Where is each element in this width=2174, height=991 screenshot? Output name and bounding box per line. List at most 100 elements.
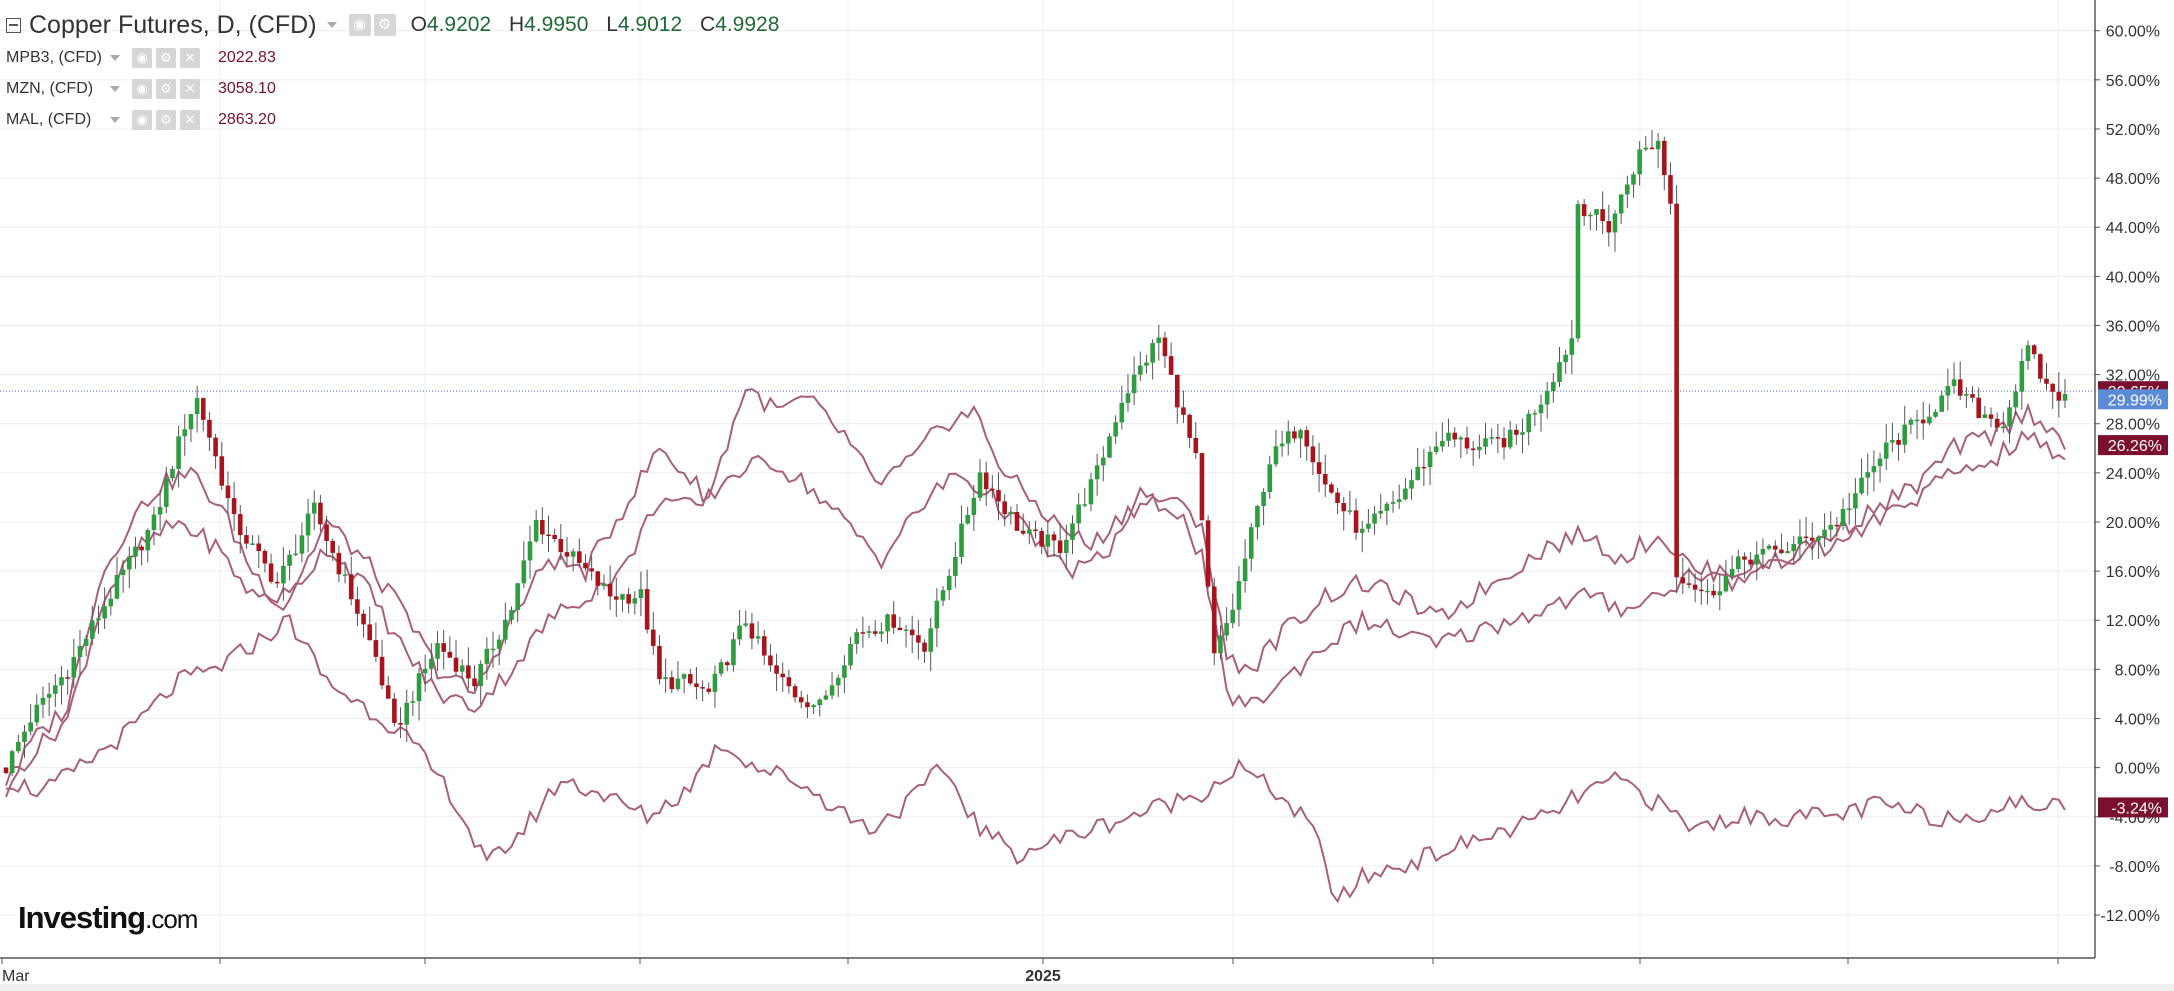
candle-body <box>1366 523 1371 529</box>
logo-suffix: .com <box>145 904 198 934</box>
candle-body <box>1581 204 1587 217</box>
candle-body <box>761 636 767 656</box>
candle-body <box>1144 362 1149 366</box>
candle-body <box>1840 509 1846 527</box>
visibility-icon[interactable]: ◉ <box>132 109 152 130</box>
y-tick-label: 60.00% <box>2106 24 2160 41</box>
chevron-down-icon[interactable] <box>326 22 337 28</box>
candle-body <box>1446 432 1451 441</box>
candle-body <box>1859 477 1864 494</box>
candle-body <box>1014 511 1020 531</box>
candle-body <box>46 693 52 698</box>
candle-body <box>521 560 527 584</box>
candle-body <box>299 535 305 554</box>
candle-body <box>151 514 157 531</box>
candle-body <box>965 514 970 524</box>
candle-body <box>355 599 360 614</box>
candle-body <box>1711 590 1716 596</box>
candle-body <box>706 688 712 692</box>
candle-body <box>509 610 514 620</box>
comparison-series-line <box>5 388 2066 798</box>
value-badge-label: 29.99% <box>2108 392 2162 409</box>
candle-body <box>133 546 138 557</box>
settings-icon[interactable]: ⚙ <box>156 47 176 68</box>
low-value: 4.9012 <box>617 13 683 36</box>
candle-body <box>1890 439 1895 443</box>
candle-body <box>1883 442 1889 459</box>
candle-body <box>1181 407 1186 415</box>
candle-body <box>163 478 169 508</box>
y-tick-label: 48.00% <box>2106 171 2160 188</box>
candle-body <box>805 702 810 708</box>
comparison-label[interactable]: MPB3, (CFD) <box>6 48 102 66</box>
instrument-title[interactable]: Copper Futures, D, (CFD) <box>29 10 317 39</box>
candle-body <box>65 677 70 679</box>
close-key: C <box>700 13 716 36</box>
candle-body <box>1489 437 1494 439</box>
visibility-icon[interactable]: ◉ <box>132 47 152 68</box>
comparison-label[interactable]: MZN, (CFD) <box>6 79 94 97</box>
candle-body <box>1698 589 1704 592</box>
candle-body <box>614 596 619 600</box>
y-tick-label: 24.00% <box>2106 466 2160 483</box>
candle-body <box>1686 583 1692 585</box>
settings-icon[interactable]: ⚙ <box>156 109 176 130</box>
candle-body <box>626 594 631 604</box>
y-tick-label: 0.00% <box>2115 761 2160 778</box>
y-tick-label: 20.00% <box>2106 515 2160 532</box>
candle-body <box>188 414 194 430</box>
candle-body <box>1261 491 1266 506</box>
candle-body <box>990 489 995 491</box>
x-tick-label: 2025 <box>1025 968 1061 985</box>
open-value: 4.9202 <box>426 13 492 36</box>
collapse-icon[interactable] <box>6 17 21 33</box>
candle-body <box>1193 437 1199 454</box>
candle-body <box>1064 539 1069 553</box>
candle-body <box>916 635 921 643</box>
candle-body <box>1131 374 1137 394</box>
candle-body <box>607 583 613 597</box>
candle-body <box>2056 391 2062 401</box>
candle-body <box>768 655 773 666</box>
candle-body <box>1803 536 1809 539</box>
candle-body <box>2050 383 2055 392</box>
settings-icon[interactable]: ⚙ <box>373 14 396 36</box>
candle-body <box>533 520 539 542</box>
candle-body <box>1470 448 1476 451</box>
candle-body <box>558 539 564 553</box>
candle-body <box>1809 537 1815 541</box>
close-icon[interactable]: ✕ <box>180 78 200 99</box>
close-icon[interactable]: ✕ <box>180 47 200 68</box>
candle-body <box>1199 453 1205 521</box>
chevron-down-icon[interactable] <box>110 54 120 61</box>
candle-body <box>811 705 816 708</box>
comparison-label[interactable]: MAL, (CFD) <box>6 110 92 128</box>
comparison-row: MZN, (CFD) ◉ ⚙ ✕ 3058.10 <box>6 73 779 104</box>
chevron-down-icon[interactable] <box>110 85 120 92</box>
candle-body <box>262 550 268 564</box>
candle-body <box>644 589 650 630</box>
chevron-down-icon[interactable] <box>110 116 120 123</box>
candle-body <box>1255 505 1260 528</box>
candle-body <box>1242 558 1248 582</box>
candle-body <box>1557 362 1562 382</box>
candle-body <box>139 546 144 551</box>
candle-body <box>268 563 274 582</box>
candle-body <box>1569 338 1575 355</box>
settings-icon[interactable]: ⚙ <box>156 78 176 99</box>
close-icon[interactable]: ✕ <box>180 109 200 130</box>
visibility-icon[interactable]: ◉ <box>132 78 152 99</box>
candle-body <box>1846 508 1852 511</box>
comparison-row: MAL, (CFD) ◉ ⚙ ✕ 2863.20 <box>6 104 779 135</box>
candle-body <box>842 665 847 678</box>
candle-body <box>1070 523 1075 540</box>
candle-body <box>1372 513 1377 524</box>
candle-body <box>540 520 545 535</box>
visibility-icon[interactable]: ◉ <box>348 14 371 36</box>
candle-body <box>472 678 477 687</box>
ohlc-readout: O4.9202 H4.9950 L4.9012 C4.9928 <box>411 13 780 37</box>
candle-body <box>731 639 736 666</box>
candle-body <box>1273 446 1279 465</box>
candle-body <box>1174 374 1180 408</box>
